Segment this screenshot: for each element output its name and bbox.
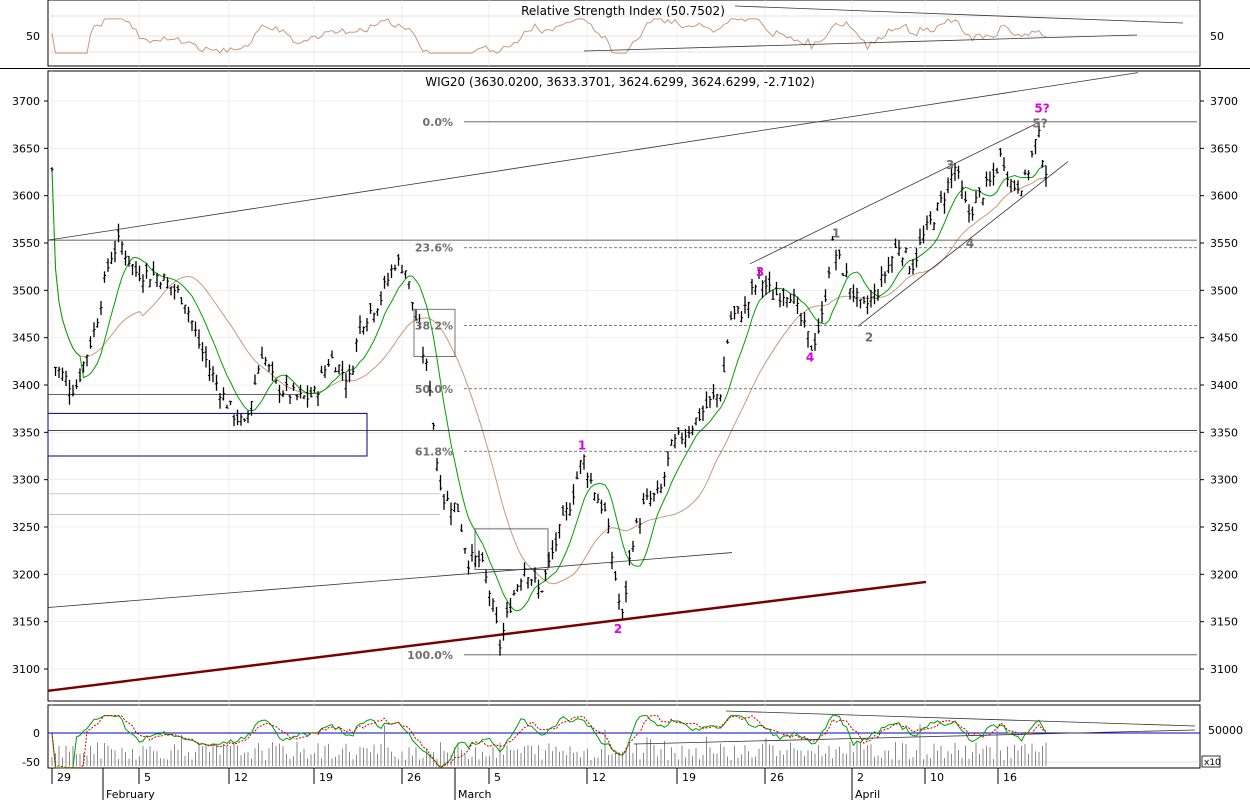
- price-tick-label-right: 3350: [1210, 426, 1238, 439]
- rsi-upper-trend-line: [734, 5, 1184, 24]
- oscillator-tick-label: 0: [33, 727, 40, 740]
- wave-label-secondary: 1: [832, 226, 840, 240]
- month-label: February: [106, 788, 155, 800]
- long-upper-trend-line: [47, 72, 1139, 241]
- price-tick-label-right: 3650: [1210, 142, 1238, 155]
- oscillator-layer: [48, 710, 1200, 769]
- rsi-layer: [51, 5, 1184, 54]
- price-tick-label-left: 3550: [12, 237, 40, 250]
- fibonacci-level-label: 100.0%: [407, 649, 453, 662]
- day-tick-label: 29: [57, 771, 71, 784]
- oscillator-lower-trend-line: [633, 729, 1196, 745]
- rsi-lower-trend-line: [583, 34, 1138, 52]
- price-tick-label-left: 3350: [12, 426, 40, 439]
- oscillator-line: [51, 715, 1047, 769]
- price-tick-label-left: 3200: [12, 568, 40, 581]
- price-tick-label-left: 3300: [12, 474, 40, 487]
- price-tick-label-right: 3300: [1210, 474, 1238, 487]
- wave-label-primary: 4: [806, 350, 814, 364]
- channel-lower-line: [857, 161, 1069, 327]
- day-tick-label: 5: [144, 771, 151, 784]
- day-tick-label: 19: [682, 771, 696, 784]
- fibonacci-level-label: 50.0%: [415, 383, 453, 396]
- price-tick-label-left: 3100: [12, 663, 40, 676]
- price-tick-label-right: 3250: [1210, 521, 1238, 534]
- consolidation-box: [474, 528, 549, 570]
- wave-label-secondary: 3: [946, 158, 954, 172]
- support-zone-box: [47, 412, 368, 457]
- oscillator-signal-line: [51, 714, 1047, 769]
- day-tick-label: 26: [770, 771, 784, 784]
- moving-average-long-layer: [51, 169, 1047, 585]
- rsi-line: [51, 18, 1047, 54]
- moving-average-short-layer: [51, 164, 1047, 612]
- price-tick-label-left: 3700: [12, 95, 40, 108]
- price-tick-label-left: 3250: [12, 521, 40, 534]
- price-tick-label-right: 3200: [1210, 568, 1238, 581]
- price-tick-label-right: 3700: [1210, 95, 1238, 108]
- grid-layer: [44, 0, 1204, 800]
- moving-average-long-line: [51, 169, 1047, 585]
- oscillator-tick-label: -50: [22, 756, 40, 769]
- volume-tick-label: 50000: [1208, 724, 1243, 737]
- moving-average-short-line: [51, 164, 1047, 612]
- retracement-box: [413, 308, 456, 357]
- volume-multiplier-box: [1201, 755, 1221, 768]
- wave-label-primary: 5?: [1034, 101, 1049, 115]
- price-tick-label-right: 3550: [1210, 237, 1238, 250]
- day-tick-label: 5: [494, 771, 501, 784]
- fibonacci-level-label: 0.0%: [422, 116, 453, 129]
- day-tick-label: 16: [1003, 771, 1017, 784]
- day-tick-label: 2: [857, 771, 864, 784]
- fibonacci-level-label: 61.8%: [415, 445, 453, 458]
- price-tick-label-right: 3500: [1210, 284, 1238, 297]
- month-label: March: [458, 788, 492, 800]
- price-tick-label-right: 3100: [1210, 663, 1238, 676]
- rsi-panel-frame: [47, 0, 1201, 67]
- price-panel-frame: [47, 70, 1201, 702]
- price-tick-label-right: 3450: [1210, 332, 1238, 345]
- oscillator-panel-frame: [47, 704, 1201, 769]
- rsi-tick-label-left: 50: [26, 30, 40, 43]
- price-tick-label-right: 3600: [1210, 190, 1238, 203]
- price-tick-label-left: 3600: [12, 190, 40, 203]
- mid-trend-line: [47, 552, 733, 608]
- fibonacci-level-label: 23.6%: [415, 242, 453, 255]
- rsi-title: Relative Strength Index (50.7502): [521, 4, 725, 18]
- price-tick-label-left: 3650: [12, 142, 40, 155]
- heavy-support-trend-line: [47, 580, 927, 692]
- channel-upper-line: [749, 121, 1041, 265]
- price-tick-label-right: 3400: [1210, 379, 1238, 392]
- day-tick-label: 10: [930, 771, 944, 784]
- volume-multiplier-label: x10: [1204, 758, 1221, 768]
- trend-lines-layer: [47, 72, 1197, 692]
- wave-label-secondary: 5?: [1032, 117, 1047, 131]
- wave-label-secondary: 4: [966, 237, 974, 251]
- month-label: April: [855, 788, 880, 800]
- wave-label-primary: 2: [614, 622, 622, 636]
- fibonacci-level-label: 38.2%: [415, 319, 453, 332]
- wave-label-secondary: 2: [865, 330, 873, 344]
- price-tick-label-left: 3450: [12, 332, 40, 345]
- price-tick-label-left: 3400: [12, 379, 40, 392]
- price-title: WIG20 (3630.0200, 3633.3701, 3624.6299, …: [425, 75, 815, 89]
- day-tick-label: 12: [592, 771, 606, 784]
- wave-label-primary: 3: [756, 265, 764, 279]
- rsi-tick-label-right: 50: [1210, 30, 1224, 43]
- price-tick-label-left: 3150: [12, 616, 40, 629]
- wave-label-primary: 1: [578, 438, 586, 452]
- oscillator-upper-trend-line: [725, 710, 1196, 727]
- day-tick-label: 19: [319, 771, 333, 784]
- day-tick-label: 26: [407, 771, 421, 784]
- price-bars-layer: [50, 125, 1048, 656]
- price-tick-label-right: 3150: [1210, 616, 1238, 629]
- price-tick-label-left: 3500: [12, 284, 40, 297]
- day-tick-label: 12: [234, 771, 248, 784]
